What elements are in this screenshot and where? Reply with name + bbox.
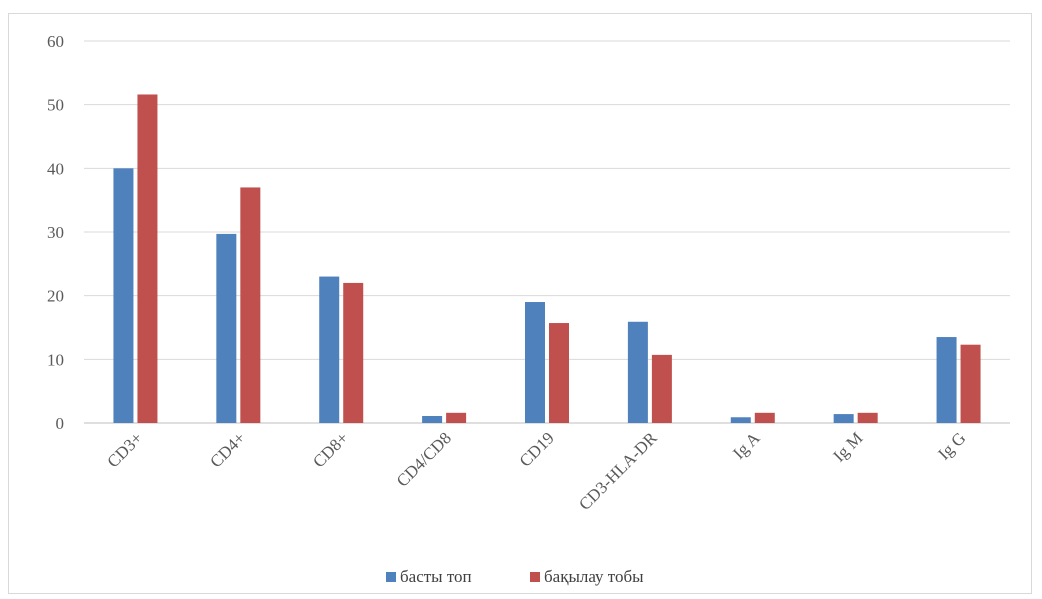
- bar-1-9: [936, 337, 957, 423]
- legend-label-series-2: бақылау тобы: [544, 567, 644, 586]
- y-axis: 0 10 20 30 40 50 60: [47, 32, 64, 433]
- y-tick-label: 50: [47, 96, 64, 115]
- bar-2-9: [960, 344, 981, 423]
- legend-swatch-series-1: [386, 572, 396, 582]
- x-tick-label: CD8+: [309, 428, 352, 471]
- x-tick-label: CD4/CD8: [393, 428, 455, 490]
- bar-2-3: [343, 282, 364, 423]
- x-tick-label: CD3+: [103, 428, 146, 471]
- bar-1-7: [730, 417, 751, 423]
- bars: [113, 94, 981, 423]
- bar-1-1: [113, 168, 134, 423]
- x-tick-label: CD3-HLA-DR: [575, 428, 661, 514]
- legend: басты топ бақылау тобы: [386, 567, 644, 586]
- legend-label-series-1: басты топ: [400, 567, 472, 586]
- y-tick-label: 30: [47, 223, 64, 242]
- bar-1-6: [627, 321, 648, 423]
- y-tick-label: 60: [47, 32, 64, 51]
- bar-2-5: [549, 323, 569, 423]
- y-tick-label: 0: [56, 414, 65, 433]
- bar-1-8: [833, 414, 854, 423]
- bar-1-2: [216, 233, 237, 423]
- y-tick-label: 40: [47, 159, 64, 178]
- bar-2-2: [240, 187, 261, 423]
- x-tick-label: CD19: [516, 428, 558, 470]
- gridlines: [84, 40, 1010, 424]
- bar-2-1: [137, 94, 158, 423]
- chart-frame: [8, 13, 1032, 594]
- bar-2-6: [651, 354, 672, 423]
- x-axis: CD3+ CD4+ CD8+ CD4/CD8 CD19 CD3-HLA-DR Ig A Ig …: [103, 428, 969, 514]
- legend-swatch-series-2: [530, 572, 540, 582]
- x-tick-label: Ig A: [729, 428, 764, 463]
- bar-2-4: [446, 412, 467, 423]
- x-tick-label: CD4+: [206, 428, 249, 471]
- bar-1-5: [525, 302, 545, 423]
- y-tick-label: 10: [47, 350, 64, 369]
- bar-1-4: [422, 415, 443, 423]
- bar-2-8: [857, 412, 878, 423]
- x-tick-label: Ig M: [829, 428, 866, 465]
- bar-1-3: [319, 276, 340, 423]
- x-tick-label: Ig G: [934, 428, 969, 463]
- bar-2-7: [754, 412, 775, 423]
- y-tick-label: 20: [47, 287, 64, 306]
